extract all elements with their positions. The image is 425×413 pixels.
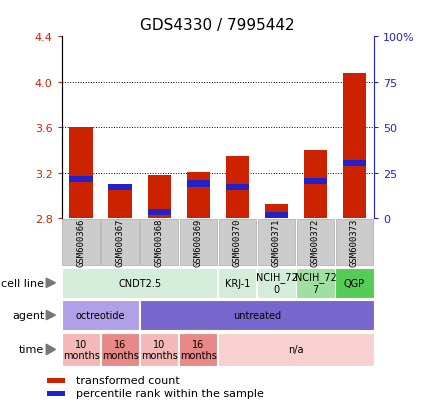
Bar — [62, 301, 139, 330]
Bar — [179, 333, 218, 366]
Bar — [102, 220, 139, 266]
Text: GSM600367: GSM600367 — [116, 218, 125, 267]
Text: time: time — [19, 344, 44, 355]
Bar — [62, 268, 218, 298]
Bar — [147, 176, 171, 219]
Text: 16
months: 16 months — [102, 339, 139, 361]
Bar — [140, 333, 178, 366]
Bar — [62, 220, 100, 266]
Text: 10
months: 10 months — [63, 339, 99, 361]
Bar — [304, 151, 327, 219]
Polygon shape — [46, 311, 55, 320]
Text: KRJ-1: KRJ-1 — [225, 278, 250, 288]
Bar — [226, 184, 249, 190]
Bar — [218, 333, 374, 366]
Bar — [140, 301, 374, 330]
Text: percentile rank within the sample: percentile rank within the sample — [76, 388, 264, 398]
Bar — [343, 74, 366, 219]
Polygon shape — [46, 344, 55, 355]
Bar — [265, 204, 288, 219]
Text: n/a: n/a — [288, 344, 303, 355]
Text: transformed count: transformed count — [76, 375, 180, 385]
Bar — [297, 220, 334, 266]
Text: GSM600373: GSM600373 — [350, 218, 359, 267]
Bar — [101, 333, 139, 366]
Title: GDS4330 / 7995442: GDS4330 / 7995442 — [141, 18, 295, 33]
Bar — [62, 333, 100, 366]
Bar — [336, 220, 373, 266]
Text: agent: agent — [12, 310, 44, 320]
Text: 10
months: 10 months — [141, 339, 178, 361]
Bar — [343, 160, 366, 166]
Bar — [258, 220, 295, 266]
Bar — [108, 185, 132, 219]
Text: CNDT2.5: CNDT2.5 — [118, 278, 161, 288]
Bar — [296, 268, 334, 298]
Polygon shape — [46, 278, 55, 288]
Bar — [265, 213, 288, 219]
Bar — [218, 220, 256, 266]
Text: untreated: untreated — [233, 310, 281, 320]
Bar — [48, 391, 65, 396]
Text: GSM600372: GSM600372 — [311, 218, 320, 267]
Bar — [218, 268, 256, 298]
Text: GSM600370: GSM600370 — [233, 218, 242, 267]
Text: GSM600369: GSM600369 — [194, 218, 203, 267]
Bar — [108, 184, 132, 190]
Text: GSM600368: GSM600368 — [155, 218, 164, 267]
Text: NCIH_72
7: NCIH_72 7 — [295, 272, 336, 294]
Bar — [69, 128, 93, 219]
Bar — [179, 220, 217, 266]
Bar — [187, 172, 210, 219]
Text: NCIH_72
0: NCIH_72 0 — [255, 272, 297, 294]
Bar — [187, 181, 210, 187]
Bar — [226, 157, 249, 219]
Text: 16
months: 16 months — [180, 339, 217, 361]
Bar — [141, 220, 178, 266]
Bar — [147, 209, 171, 216]
Bar — [304, 178, 327, 185]
Text: octreotide: octreotide — [76, 310, 125, 320]
Bar — [48, 378, 65, 382]
Text: GSM600366: GSM600366 — [76, 218, 86, 267]
Bar — [69, 176, 93, 183]
Bar — [257, 268, 295, 298]
Bar — [335, 268, 374, 298]
Text: cell line: cell line — [1, 278, 44, 288]
Text: GSM600371: GSM600371 — [272, 218, 281, 267]
Text: QGP: QGP — [344, 278, 365, 288]
